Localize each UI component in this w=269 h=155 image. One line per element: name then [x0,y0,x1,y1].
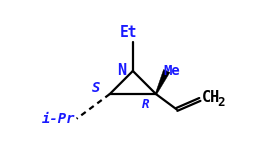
Text: N: N [118,63,127,78]
Text: Me: Me [164,64,180,78]
Polygon shape [155,69,170,94]
Text: CH: CH [202,90,220,105]
Text: Et: Et [119,25,137,40]
Text: 2: 2 [217,96,224,109]
Text: R: R [142,98,150,111]
Text: i-Pr: i-Pr [42,112,76,126]
Text: S: S [92,81,100,95]
